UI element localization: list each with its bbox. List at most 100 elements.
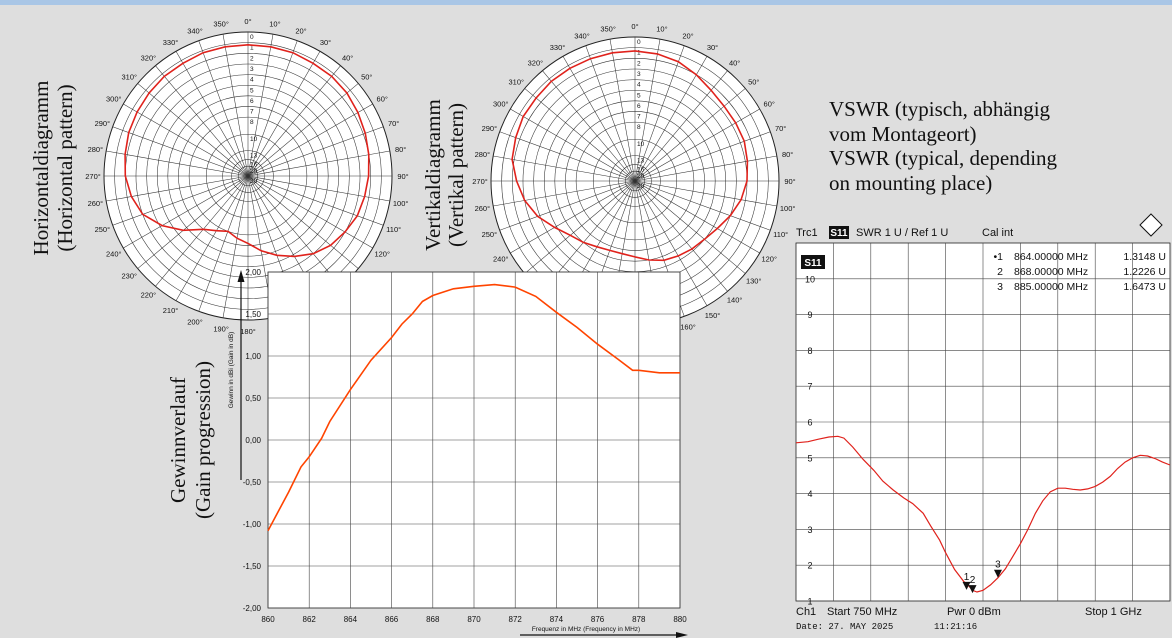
gain-x-tick: 870 (467, 615, 481, 624)
vswr-marker (968, 585, 977, 594)
vswr-y-tick: 10 (805, 274, 815, 284)
horizontal-angle-label: 230° (122, 272, 138, 281)
vertical-spoke (634, 108, 760, 182)
vertical-spoke (499, 131, 636, 182)
horizontal-polar-chart: 0° 10°20°30°40°50°60°70°80°90°100°110°120… (85, 17, 408, 336)
horizontal-angle-label: 240° (106, 250, 122, 259)
vertical-spoke (634, 70, 728, 182)
vswr-marker (962, 581, 971, 590)
vertical-spoke (634, 131, 771, 182)
gain-line (267, 283, 680, 532)
gain-x-tick: 860 (261, 615, 275, 624)
gain-x-tick: 874 (550, 615, 564, 624)
horizontal-angle-label: 120° (374, 250, 390, 259)
gain-y-arrowhead (237, 270, 245, 282)
vswr-format-label: SWR 1 U / Ref 1 U (856, 227, 948, 239)
horizontal-spoke (247, 51, 321, 177)
horizontal-angle-label: 10° (269, 19, 280, 28)
vertical-angle-label: 60° (764, 100, 775, 109)
horizontal-title-de: Horizontaldiagramm (29, 81, 53, 256)
vswr-y-tick: 7 (807, 382, 812, 392)
horizontal-spoke (123, 103, 249, 177)
horizontal-radial-label: 5 (250, 87, 254, 94)
vertical-spoke (524, 180, 636, 274)
vertical-radial-label: 6 (637, 103, 641, 110)
gain-x-tick: 872 (509, 615, 523, 624)
horizontal-angle-label: 100° (393, 199, 409, 208)
vswr-marker-label: 1 (964, 572, 970, 583)
gain-x-tick: 878 (632, 615, 646, 624)
vertical-radial-label: 10 (637, 141, 645, 148)
gain-y-tick: -2,00 (243, 604, 262, 613)
vertical-angle-label: 70° (775, 124, 786, 133)
vertical-angle-label: 40° (729, 58, 740, 67)
vertical-title-de: Vertikaldiagramm (421, 99, 445, 251)
horizontal-radial-label: 20 (250, 168, 258, 175)
vswr-trace-label: S11 (804, 258, 822, 269)
horizontal-spoke (247, 103, 373, 177)
vswr-y-tick: 8 (807, 346, 812, 356)
vertical-angle-label: 330° (550, 43, 566, 52)
horizontal-spoke (247, 150, 390, 177)
horizontal-radial-label: 1 (250, 45, 254, 52)
horizontal-pattern-trace (124, 43, 370, 258)
gain-y-tick: 0,00 (245, 436, 261, 445)
vertical-spoke (634, 180, 728, 292)
vertical-radial-label: 3 (637, 71, 641, 78)
horizontal-spoke (222, 34, 249, 177)
gain-chart: 860 862 864 866 868 870 872 874 876 878 880 -2,00 -1… (228, 268, 688, 638)
horizontal-spoke (175, 51, 249, 177)
horizontal-angle-label: 260° (88, 199, 104, 208)
gain-x-tick: 864 (344, 615, 358, 624)
horizontal-angle-label: 80° (395, 145, 406, 154)
vswr-y-tick: 2 (807, 561, 812, 571)
vertical-title-en: (Vertikal pattern) (444, 103, 468, 247)
vswr-marker-table-label: 3 (997, 281, 1003, 293)
horizontal-spoke (247, 34, 274, 177)
vertical-spoke (634, 180, 777, 207)
vswr-footer-start: Start 750 MHz (827, 606, 897, 618)
horizontal-angle-label: 50° (361, 72, 372, 81)
horizontal-angle-label: 20° (295, 26, 306, 35)
vswr-marker-table-freq: 868.00000 MHz (1014, 266, 1088, 278)
vswr-cal-label: Cal int (982, 227, 1013, 239)
vswr-marker-table-freq: 885.00000 MHz (1014, 281, 1088, 293)
vswr-y-tick: 4 (807, 489, 812, 499)
horizontal-angle-label: 70° (388, 119, 399, 128)
vswr-footer-channel: Ch1 (796, 606, 816, 618)
vswr-footer-stop: Stop 1 GHz (1085, 606, 1142, 618)
horizontal-spoke (198, 40, 249, 177)
vertical-spoke (499, 180, 636, 231)
horizontal-spoke (247, 175, 373, 249)
vertical-radial-label: 1 (637, 50, 641, 57)
vswr-trace (795, 435, 1171, 593)
vertical-angle-label: 90° (784, 177, 795, 186)
vertical-angle-label: 340° (574, 31, 590, 40)
horizontal-radial-label: 3 (250, 66, 254, 73)
vertical-angle-label: 80° (782, 150, 793, 159)
vertical-radial-label: 8 (637, 124, 641, 131)
horizontal-spoke (137, 175, 249, 269)
horizontal-spoke (198, 175, 249, 312)
vswr-y-tick: 3 (807, 525, 812, 535)
vertical-angle-label: 270° (472, 177, 488, 186)
vertical-spoke (634, 56, 708, 182)
gain-title-en: (Gain progression) (191, 361, 215, 519)
vertical-spoke (609, 39, 636, 182)
top-accent-bar (0, 0, 1172, 5)
vertical-angle-label: 320° (528, 58, 544, 67)
horizontal-spoke (112, 126, 249, 177)
horizontal-angle-label: 190° (213, 325, 229, 334)
vertical-spoke (493, 180, 636, 207)
gain-x-tick: 862 (303, 615, 317, 624)
horizontal-angle-label: 300° (106, 95, 122, 104)
vertical-spoke (634, 45, 685, 182)
vertical-angle-label: 120° (761, 255, 777, 264)
vertical-spoke (562, 56, 636, 182)
vertical-radial-label: 7 (637, 113, 641, 120)
vswr-y-tick: 9 (807, 310, 812, 320)
vertical-spoke (493, 155, 636, 182)
vertical-angle-label: 150° (705, 311, 721, 320)
horizontal-angle-label: 200° (187, 318, 203, 327)
horizontal-angle-label: 330° (163, 38, 179, 47)
